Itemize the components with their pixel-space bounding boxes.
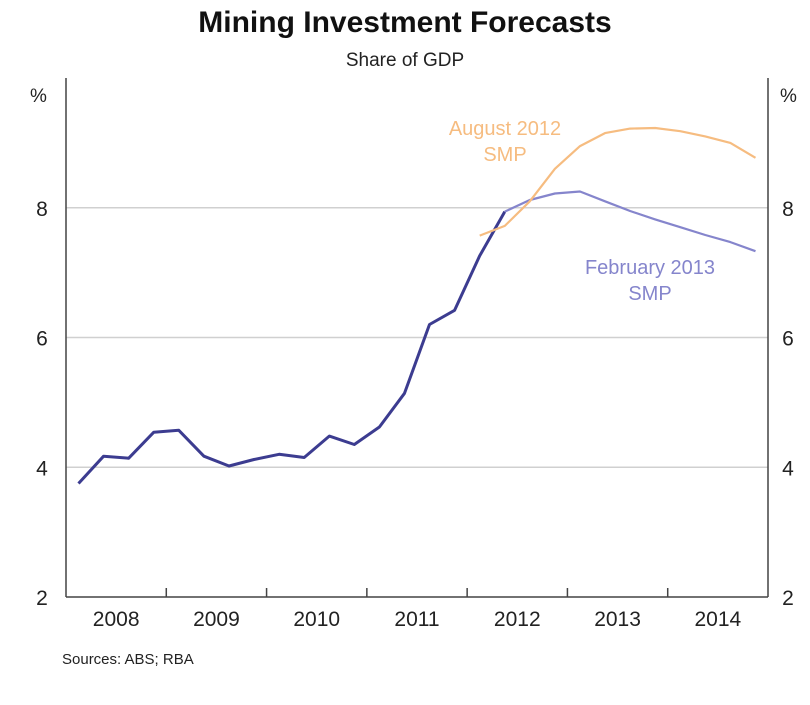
- series-label-august-2012: August 2012: [449, 118, 561, 140]
- x-tick-label: 2010: [293, 608, 340, 631]
- x-tick-label: 2011: [394, 608, 439, 631]
- y-tick-label-left: 4: [36, 457, 48, 480]
- y-tick-label-left: 2: [36, 587, 48, 610]
- series-label-february-2013: February 2013: [585, 257, 715, 279]
- y-axis-unit-left: %: [30, 86, 47, 107]
- chart-subtitle: Share of GDP: [346, 50, 464, 71]
- series-line-august-2012-smp: [479, 126, 757, 237]
- x-tick-label: 2008: [93, 608, 140, 631]
- y-tick-label-left: 8: [36, 198, 48, 221]
- y-tick-label-right: 6: [782, 328, 794, 351]
- x-tick-label: 2012: [494, 608, 541, 631]
- y-tick-label-left: 6: [36, 328, 48, 351]
- y-axis-unit-right: %: [780, 86, 797, 107]
- x-tick-label: 2009: [193, 608, 240, 631]
- series-label-august-2012-smp: SMP: [483, 144, 526, 166]
- source-note: Sources: ABS; RBA: [62, 651, 194, 668]
- series-line-actual: [77, 210, 507, 485]
- x-tick-label: 2013: [594, 608, 641, 631]
- chart-title: Mining Investment Forecasts: [198, 6, 611, 39]
- y-tick-label-right: 8: [782, 198, 794, 221]
- series-line-february-2013-smp: [504, 190, 756, 253]
- y-tick-label-right: 2: [782, 587, 794, 610]
- x-tick-label: 2014: [694, 608, 741, 631]
- series-label-february-2013-smp: SMP: [628, 283, 671, 305]
- y-tick-label-right: 4: [782, 457, 794, 480]
